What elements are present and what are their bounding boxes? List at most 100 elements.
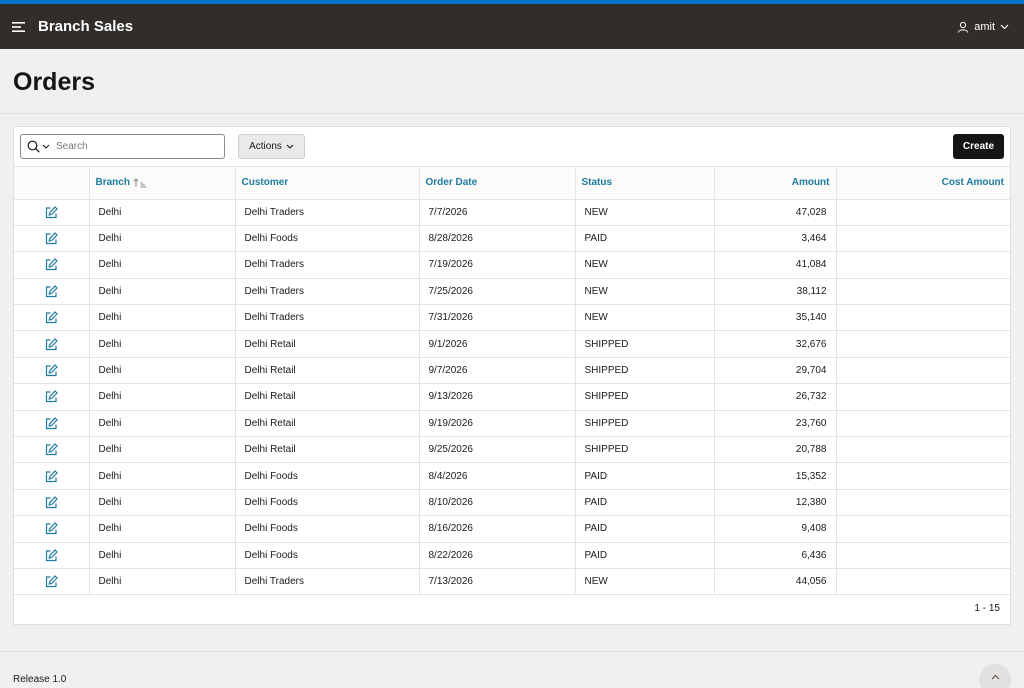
column-header-amount[interactable]: Amount <box>714 167 837 200</box>
actions-button[interactable]: Actions <box>238 134 305 159</box>
chevron-down-icon <box>1000 24 1009 29</box>
order-date-cell: 8/16/2026 <box>419 515 576 543</box>
customer-cell: Delhi Foods <box>235 225 420 253</box>
table-row: Delhi Delhi Foods 8/28/2026 PAID 3,464 <box>14 225 1010 253</box>
user-name: amit <box>974 20 995 33</box>
column-header-edit <box>14 167 90 200</box>
status-cell: NEW <box>575 278 715 306</box>
pagination-range: 1 - 15 <box>974 603 1000 614</box>
order-date-cell: 8/28/2026 <box>419 225 576 253</box>
edit-row-link[interactable] <box>14 462 90 490</box>
search-input[interactable] <box>56 141 206 152</box>
page-header: Orders <box>0 49 1024 114</box>
branch-cell: Delhi <box>89 330 236 358</box>
branch-cell: Delhi <box>89 225 236 253</box>
column-header-order-date[interactable]: Order Date <box>419 167 576 200</box>
create-button[interactable]: Create <box>953 134 1004 159</box>
order-date-cell: 9/25/2026 <box>419 436 576 464</box>
edit-row-link[interactable] <box>14 542 90 569</box>
table-row: Delhi Delhi Foods 8/4/2026 PAID 15,352 <box>14 462 1010 490</box>
amount-cell: 41,084 <box>714 251 837 279</box>
order-date-cell: 7/19/2026 <box>419 251 576 279</box>
chevron-up-icon <box>991 674 999 680</box>
search-column-selector[interactable] <box>27 140 50 153</box>
column-header-branch[interactable]: Branch <box>89 167 236 200</box>
scroll-to-top-button[interactable] <box>979 664 1011 688</box>
column-header-cost-amount[interactable]: Cost Amount <box>836 167 1010 200</box>
hamburger-icon <box>12 21 25 32</box>
edit-icon <box>45 258 58 271</box>
orders-report-region: Actions Create Branch Customer Order Dat… <box>13 126 1011 625</box>
edit-icon <box>45 364 58 377</box>
edit-row-link[interactable] <box>14 330 90 358</box>
branch-cell: Delhi <box>89 199 236 226</box>
branch-cell: Delhi <box>89 568 236 596</box>
status-cell: NEW <box>575 568 715 596</box>
edit-row-link[interactable] <box>14 357 90 385</box>
cost-amount-cell <box>836 489 1010 517</box>
app-header: Branch Sales amit <box>0 4 1024 49</box>
edit-icon <box>45 232 58 245</box>
amount-cell: 20,788 <box>714 436 837 464</box>
order-date-cell: 9/19/2026 <box>419 410 576 438</box>
column-header-label: Branch <box>95 177 130 189</box>
table-row: Delhi Delhi Retail 9/19/2026 SHIPPED 23,760 <box>14 410 1010 438</box>
table-row: Delhi Delhi Traders 7/25/2026 NEW 38,112 <box>14 278 1010 306</box>
search-icon <box>27 140 40 153</box>
column-header-status[interactable]: Status <box>575 167 715 200</box>
orders-table: Branch Customer Order Date Status Amount… <box>14 167 1010 596</box>
hamburger-menu-button[interactable] <box>0 4 38 49</box>
status-cell: SHIPPED <box>575 357 715 385</box>
edit-icon <box>45 416 58 429</box>
edit-icon <box>45 311 58 324</box>
cost-amount-cell <box>836 383 1010 411</box>
edit-row-link[interactable] <box>14 410 90 438</box>
actions-label: Actions <box>249 141 282 152</box>
customer-cell: Delhi Retail <box>235 383 420 411</box>
status-cell: SHIPPED <box>575 330 715 358</box>
edit-icon <box>45 390 58 403</box>
edit-row-link[interactable] <box>14 304 90 332</box>
amount-cell: 29,704 <box>714 357 837 385</box>
order-date-cell: 7/13/2026 <box>419 568 576 596</box>
customer-cell: Delhi Traders <box>235 251 420 279</box>
cost-amount-cell <box>836 225 1010 253</box>
edit-row-link[interactable] <box>14 383 90 411</box>
status-cell: SHIPPED <box>575 383 715 411</box>
cost-amount-cell <box>836 568 1010 596</box>
chevron-down-icon <box>42 144 50 149</box>
amount-cell: 32,676 <box>714 330 837 358</box>
table-row: Delhi Delhi Retail 9/7/2026 SHIPPED 29,704 <box>14 357 1010 385</box>
branch-cell: Delhi <box>89 251 236 279</box>
edit-row-link[interactable] <box>14 199 90 226</box>
cost-amount-cell <box>836 436 1010 464</box>
edit-row-link[interactable] <box>14 489 90 517</box>
customer-cell: Delhi Traders <box>235 568 420 596</box>
order-date-cell: 8/4/2026 <box>419 462 576 490</box>
cost-amount-cell <box>836 330 1010 358</box>
edit-row-link[interactable] <box>14 568 90 596</box>
status-cell: NEW <box>575 251 715 279</box>
column-header-customer[interactable]: Customer <box>235 167 420 200</box>
amount-cell: 6,436 <box>714 542 837 569</box>
app-title[interactable]: Branch Sales <box>38 18 134 35</box>
table-header-row: Branch Customer Order Date Status Amount… <box>14 167 1010 200</box>
customer-cell: Delhi Traders <box>235 278 420 306</box>
customer-cell: Delhi Traders <box>235 199 420 226</box>
edit-row-link[interactable] <box>14 436 90 464</box>
edit-row-link[interactable] <box>14 225 90 253</box>
branch-cell: Delhi <box>89 383 236 411</box>
user-menu[interactable]: amit <box>957 4 1009 49</box>
customer-cell: Delhi Retail <box>235 330 420 358</box>
chevron-down-icon <box>286 144 294 149</box>
edit-row-link[interactable] <box>14 251 90 279</box>
user-icon <box>957 21 969 33</box>
edit-row-link[interactable] <box>14 278 90 306</box>
amount-cell: 15,352 <box>714 462 837 490</box>
edit-icon <box>45 548 58 561</box>
edit-row-link[interactable] <box>14 515 90 543</box>
order-date-cell: 9/1/2026 <box>419 330 576 358</box>
status-cell: PAID <box>575 489 715 517</box>
amount-cell: 44,056 <box>714 568 837 596</box>
cost-amount-cell <box>836 357 1010 385</box>
